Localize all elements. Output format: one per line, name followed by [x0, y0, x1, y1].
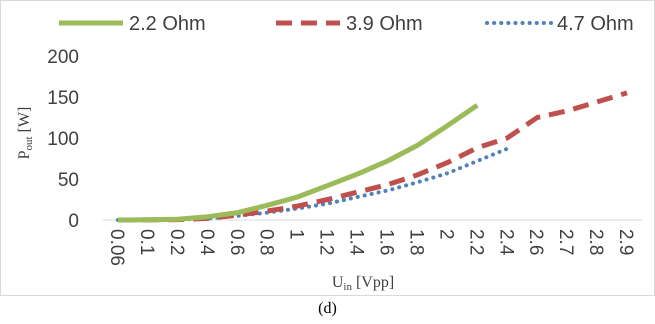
x-tick-label: 0.4: [196, 229, 217, 256]
legend-label-0: 2.2 Ohm: [129, 13, 206, 35]
series-layer: [116, 90, 628, 223]
x-tick-label: 2.9: [615, 229, 636, 255]
x-tick-label: 1: [286, 229, 307, 240]
x-tick-label: 2: [435, 229, 456, 240]
y-tick-label: 150: [47, 88, 79, 109]
y-axis-title-sub: out: [23, 136, 35, 150]
figure-caption: (d): [318, 300, 337, 317]
y-tick-label: 200: [47, 47, 79, 68]
x-tick-label: 0.06: [106, 229, 127, 266]
x-axis-title-main: U: [332, 274, 344, 291]
x-axis-title: Uin [Vpp]: [332, 274, 394, 293]
y-tick-label: 50: [58, 170, 79, 191]
x-tick-label: 1.8: [405, 229, 426, 255]
y-axis-ticks: 0 50 100 150 200: [47, 47, 79, 232]
x-tick-label: 0.2: [166, 229, 187, 255]
x-axis-title-sub: in: [343, 281, 352, 293]
y-axis-title-unit: [W]: [16, 107, 33, 137]
x-axis-title-unit: [Vpp]: [352, 274, 394, 291]
x-tick-label: 0.8: [256, 229, 277, 255]
y-tick-label: 0: [68, 211, 79, 232]
y-axis-title-main: P: [16, 150, 33, 159]
x-tick-label: 2.8: [585, 229, 606, 255]
x-tick-label: 2.6: [525, 229, 546, 255]
x-tick-label: 1.4: [346, 229, 367, 256]
series-line-0: [117, 103, 479, 223]
x-tick-label: 0.1: [136, 229, 157, 255]
legend-label-1: 3.9 Ohm: [346, 13, 423, 35]
x-tick-label: 2.7: [555, 229, 576, 255]
y-axis-title: Pout [W]: [16, 107, 35, 160]
x-tick-label: 0.6: [226, 229, 247, 255]
series-line-1: [117, 90, 628, 223]
legend-label-2: 4.7 Ohm: [557, 13, 634, 35]
chart-frame: 2.2 Ohm 3.9 Ohm 4.7 Ohm 0 50 100 150 200 0.06 0…: [0, 0, 655, 296]
x-tick-label: 2.2: [465, 229, 486, 255]
x-tick-label: 1.2: [316, 229, 337, 255]
x-axis-ticks: 0.06 0.1 0.2 0.4 0.6 0.8 1 1.2 1.4 1.6 1.8 2 2.2 2.4 2…: [106, 229, 636, 266]
legend: 2.2 Ohm 3.9 Ohm 4.7 Ohm: [59, 13, 634, 35]
y-tick-label: 100: [47, 129, 79, 150]
x-tick-label: 1.6: [375, 229, 396, 255]
x-tick-label: 2.4: [495, 229, 516, 256]
